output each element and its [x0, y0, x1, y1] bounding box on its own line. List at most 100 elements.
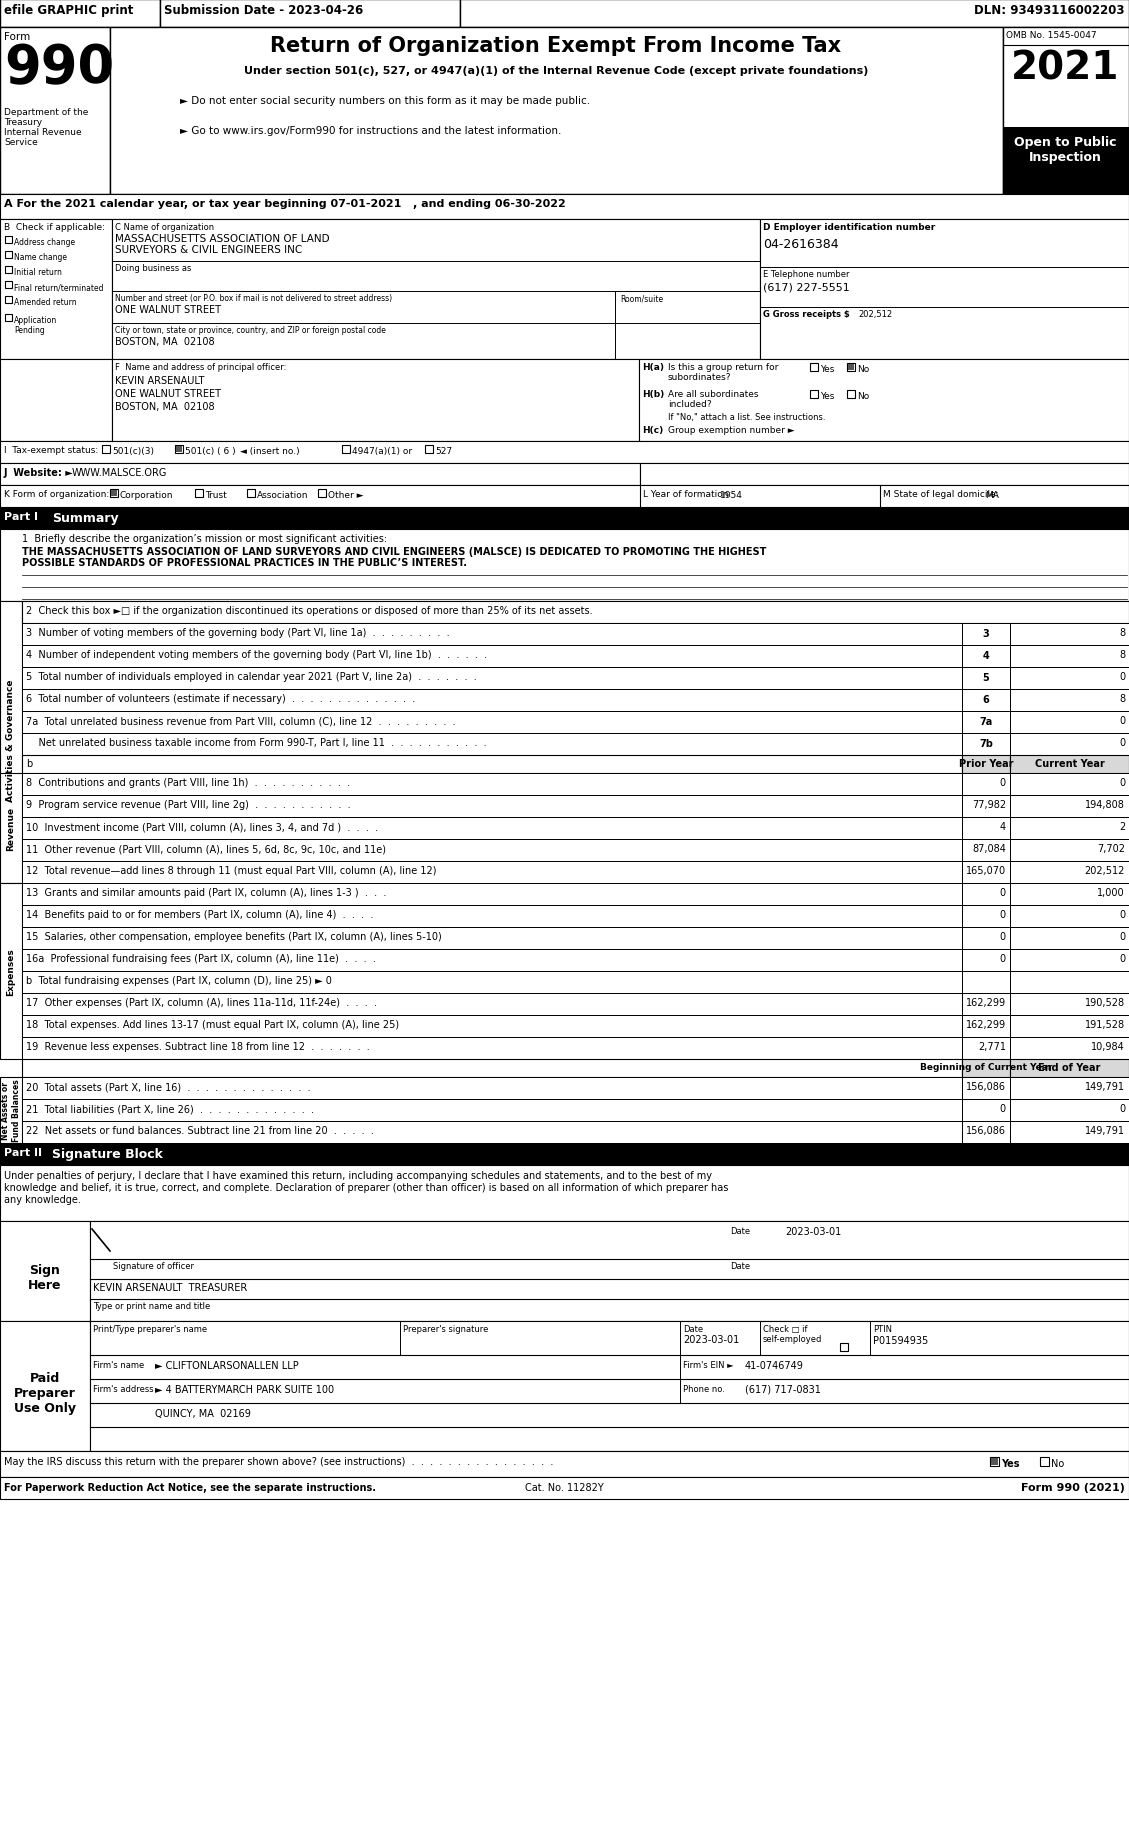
- Text: No: No: [857, 364, 869, 373]
- Text: Amended return: Amended return: [14, 298, 77, 307]
- Text: Firm's address: Firm's address: [93, 1383, 154, 1393]
- Bar: [962, 774, 1010, 796]
- Text: Department of the: Department of the: [5, 108, 88, 117]
- Text: G Gross receipts $: G Gross receipts $: [763, 309, 850, 318]
- Text: 13  Grants and similar amounts paid (Part IX, column (A), lines 1-3 )  .  .  .: 13 Grants and similar amounts paid (Part…: [26, 888, 386, 897]
- Bar: [1010, 950, 1129, 972]
- Text: 0: 0: [1000, 888, 1006, 897]
- Bar: [962, 1060, 1010, 1078]
- Text: 0: 0: [1119, 910, 1124, 919]
- Text: 202,512: 202,512: [1085, 866, 1124, 875]
- Text: SURVEYORS & CIVIL ENGINEERS INC: SURVEYORS & CIVIL ENGINEERS INC: [115, 245, 303, 254]
- Bar: [0, 602, 21, 880]
- Bar: [0, 1166, 1129, 1221]
- Text: ONE WALNUT STREET: ONE WALNUT STREET: [115, 306, 221, 315]
- Text: 20  Total assets (Part X, line 16)  .  .  .  .  .  .  .  .  .  .  .  .  .  .: 20 Total assets (Part X, line 16) . . . …: [26, 1082, 310, 1091]
- Text: 8: 8: [1119, 650, 1124, 659]
- Text: Room/suite: Room/suite: [620, 295, 663, 302]
- Bar: [760, 220, 1129, 361]
- Bar: [5, 253, 12, 258]
- Text: 0: 0: [1119, 778, 1124, 787]
- Text: BOSTON, MA  02108: BOSTON, MA 02108: [115, 403, 215, 412]
- Text: OMB No. 1545-0047: OMB No. 1545-0047: [1006, 31, 1096, 40]
- Text: 4: 4: [1000, 822, 1006, 831]
- Bar: [640, 463, 1129, 485]
- Text: 990: 990: [5, 42, 114, 93]
- Text: 0: 0: [1000, 1103, 1006, 1113]
- Text: ► CLIFTONLARSONALLEN LLP: ► CLIFTONLARSONALLEN LLP: [155, 1360, 299, 1371]
- Bar: [0, 1451, 1129, 1477]
- Text: 2,771: 2,771: [978, 1041, 1006, 1052]
- Bar: [1010, 862, 1129, 884]
- Text: Form: Form: [5, 31, 30, 42]
- Bar: [318, 490, 326, 498]
- Text: H(c): H(c): [642, 426, 663, 436]
- Bar: [1010, 690, 1129, 712]
- Text: Treasury: Treasury: [5, 117, 42, 126]
- Bar: [112, 220, 760, 361]
- Text: Preparer's signature: Preparer's signature: [403, 1325, 489, 1334]
- Text: POSSIBLE STANDARDS OF PROFESSIONAL PRACTICES IN THE PUBLIC’S INTEREST.: POSSIBLE STANDARDS OF PROFESSIONAL PRACT…: [21, 558, 467, 567]
- Bar: [962, 1016, 1010, 1038]
- Text: 7a: 7a: [979, 717, 992, 727]
- Bar: [962, 668, 1010, 690]
- Text: 18  Total expenses. Add lines 13-17 (must equal Part IX, column (A), line 25): 18 Total expenses. Add lines 13-17 (must…: [26, 1019, 400, 1030]
- Bar: [21, 906, 962, 928]
- Text: 0: 0: [1000, 778, 1006, 787]
- Text: THE MASSACHUSETTS ASSOCIATION OF LAND SURVEYORS AND CIVIL ENGINEERS (MALSCE) IS : THE MASSACHUSETTS ASSOCIATION OF LAND SU…: [21, 547, 767, 556]
- Text: ► Go to www.irs.gov/Form990 for instructions and the latest information.: ► Go to www.irs.gov/Form990 for instruct…: [180, 126, 561, 135]
- Bar: [840, 1343, 848, 1351]
- Bar: [21, 624, 962, 646]
- Text: 10,984: 10,984: [1092, 1041, 1124, 1052]
- Bar: [90, 1221, 1129, 1321]
- Bar: [110, 27, 1003, 194]
- Bar: [1010, 796, 1129, 818]
- Text: Print/Type preparer's name: Print/Type preparer's name: [93, 1325, 207, 1334]
- Bar: [21, 1078, 962, 1100]
- Text: 0: 0: [1000, 953, 1006, 963]
- Bar: [21, 1016, 962, 1038]
- Bar: [1010, 668, 1129, 690]
- Bar: [962, 862, 1010, 884]
- Text: Yes: Yes: [820, 364, 834, 373]
- Text: 162,299: 162,299: [966, 1019, 1006, 1030]
- Bar: [112, 361, 639, 441]
- Text: Group exemption number ►: Group exemption number ►: [668, 426, 795, 436]
- Bar: [21, 840, 962, 862]
- Text: Return of Organization Exempt From Income Tax: Return of Organization Exempt From Incom…: [271, 37, 841, 57]
- Text: 5  Total number of individuals employed in calendar year 2021 (Part V, line 2a) : 5 Total number of individuals employed i…: [26, 672, 476, 681]
- Text: DLN: 93493116002203: DLN: 93493116002203: [974, 4, 1124, 16]
- Text: 1954: 1954: [720, 490, 743, 500]
- Text: 0: 0: [1119, 931, 1124, 941]
- Bar: [5, 296, 12, 304]
- Text: Cat. No. 11282Y: Cat. No. 11282Y: [525, 1482, 603, 1491]
- Bar: [0, 0, 1129, 27]
- Text: B  Check if applicable:: B Check if applicable:: [5, 223, 105, 232]
- Text: MASSACHUSETTS ASSOCIATION OF LAND: MASSACHUSETTS ASSOCIATION OF LAND: [115, 234, 330, 243]
- Bar: [0, 884, 21, 1060]
- Text: Under section 501(c), 527, or 4947(a)(1) of the Internal Revenue Code (except pr: Under section 501(c), 527, or 4947(a)(1)…: [244, 66, 868, 77]
- Bar: [0, 1078, 21, 1144]
- Text: 165,070: 165,070: [966, 866, 1006, 875]
- Text: subordinates?: subordinates?: [668, 373, 732, 382]
- Bar: [962, 950, 1010, 972]
- Text: 156,086: 156,086: [966, 1125, 1006, 1135]
- Bar: [1010, 994, 1129, 1016]
- Text: Activities & Governance: Activities & Governance: [7, 679, 16, 802]
- Text: (617) 227-5551: (617) 227-5551: [763, 282, 850, 291]
- Bar: [1010, 1122, 1129, 1144]
- Bar: [1010, 756, 1129, 774]
- Bar: [639, 361, 1129, 441]
- Text: any knowledge.: any knowledge.: [5, 1195, 81, 1204]
- Text: 9  Program service revenue (Part VIII, line 2g)  .  .  .  .  .  .  .  .  .  .  .: 9 Program service revenue (Part VIII, li…: [26, 800, 351, 809]
- Bar: [1010, 1038, 1129, 1060]
- Bar: [1010, 646, 1129, 668]
- Text: Firm's name: Firm's name: [93, 1360, 145, 1369]
- Bar: [5, 282, 12, 289]
- Text: 7b: 7b: [979, 739, 992, 748]
- Text: L Year of formation:: L Year of formation:: [644, 490, 732, 500]
- Bar: [21, 1060, 962, 1078]
- Text: BOSTON, MA  02108: BOSTON, MA 02108: [115, 337, 215, 348]
- Bar: [21, 1100, 962, 1122]
- Text: 21  Total liabilities (Part X, line 26)  .  .  .  .  .  .  .  .  .  .  .  .  .: 21 Total liabilities (Part X, line 26) .…: [26, 1103, 314, 1113]
